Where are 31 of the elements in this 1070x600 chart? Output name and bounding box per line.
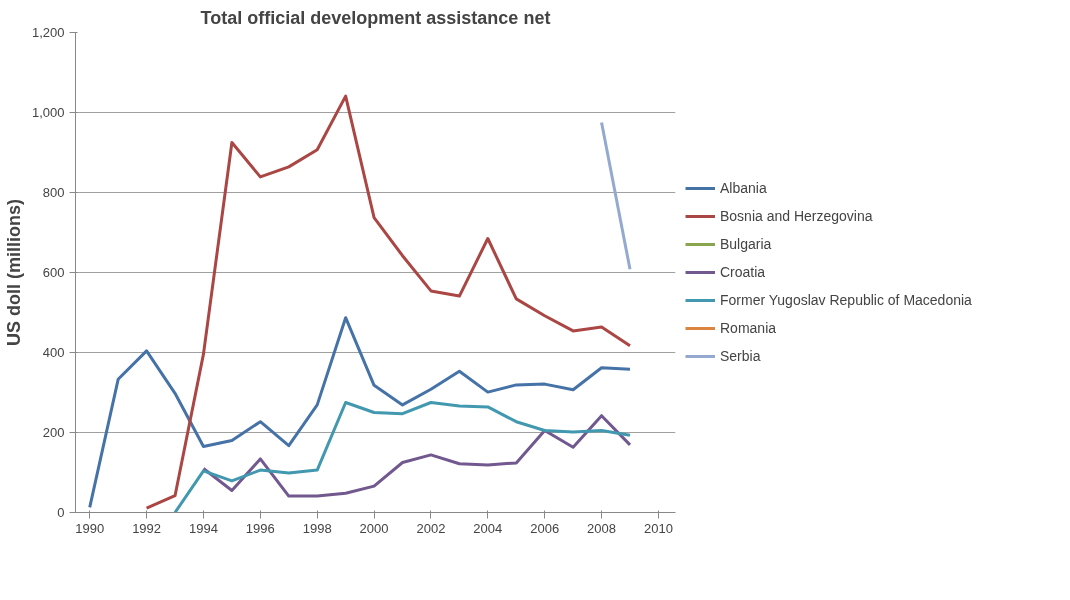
x-tick-label: 2006 bbox=[530, 520, 560, 536]
y-tick-label: 600 bbox=[42, 265, 65, 280]
line-series bbox=[145, 94, 632, 510]
x-tick-label: 1994 bbox=[189, 520, 218, 536]
legend-label: Albania bbox=[720, 180, 767, 196]
legend-label: Former Yugoslav Republic of Macedonia bbox=[720, 292, 972, 308]
y-axis-title: US doll (millions) bbox=[3, 199, 24, 346]
x-tick-label: 2002 bbox=[416, 520, 446, 536]
legend-label: Croatia bbox=[720, 264, 766, 280]
x-tick-label: 1990 bbox=[75, 520, 105, 536]
line-series bbox=[88, 316, 632, 509]
x-tick-label: 2008 bbox=[587, 520, 617, 536]
legend-label: Serbia bbox=[720, 348, 761, 364]
x-tick-label: 2000 bbox=[359, 520, 389, 536]
y-tick-label: 800 bbox=[42, 185, 65, 200]
y-tick-label: 400 bbox=[42, 345, 65, 360]
legend-label: Romania bbox=[720, 320, 777, 336]
x-tick-label: 1992 bbox=[132, 520, 162, 536]
y-tick-label: 200 bbox=[42, 425, 65, 440]
y-tick-label: 1,000 bbox=[31, 105, 65, 120]
x-tick-label: 2010 bbox=[643, 520, 673, 536]
y-tick-label: 0 bbox=[57, 505, 65, 520]
chart-title: Total official development assistance net bbox=[200, 7, 551, 28]
line-series bbox=[201, 414, 632, 498]
x-tick-label: 1998 bbox=[302, 520, 332, 536]
x-tick-label: 1996 bbox=[245, 520, 275, 536]
line-series bbox=[173, 401, 632, 513]
x-tick-label: 2004 bbox=[473, 520, 503, 536]
y-tick-label: 1,200 bbox=[31, 25, 65, 40]
legend-label: Bosnia and Herzegovina bbox=[720, 208, 873, 224]
legend-label: Bulgaria bbox=[720, 236, 772, 252]
